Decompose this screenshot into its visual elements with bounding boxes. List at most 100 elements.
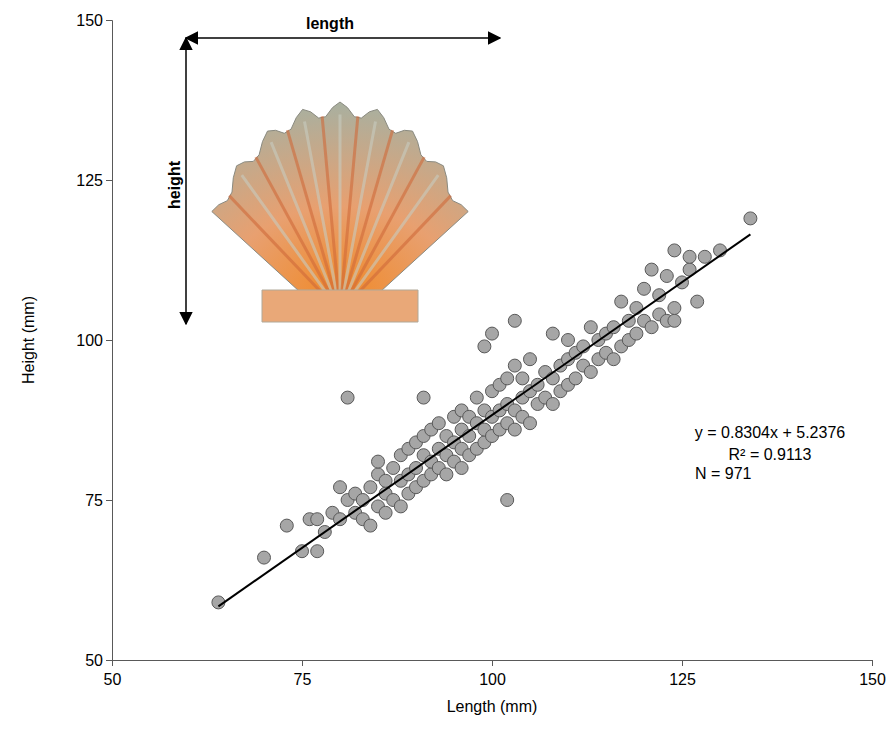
chart: length height 50 75 100 125 150 50 75 100 125 150 Le… [0,0,895,753]
y-tick: 150 [76,12,112,29]
scallop-illustration [186,38,500,324]
x-tick-label: 75 [294,671,312,688]
y-tick-mark [106,340,112,341]
shell-rib [340,142,409,312]
x-tick-label: 125 [669,671,696,688]
scatter-point [698,250,711,263]
y-tick: 50 [85,652,112,669]
y-tick-label: 75 [85,492,103,509]
x-tick: 75 [294,660,312,688]
inset-label: height [166,160,183,209]
x-tick: 150 [859,660,886,688]
x-tick-mark [872,660,873,666]
x-axis-line [113,661,873,667]
scatter-point [334,481,347,494]
scatter-point [516,372,529,385]
scatter-point [417,391,430,404]
scatter-point [546,327,559,340]
scatter-point [364,519,377,532]
shell-rib [322,116,340,312]
y-tick: 125 [76,172,112,189]
scatter-point [508,423,521,436]
scatter-point [524,417,537,430]
scatter-point [691,295,704,308]
y-tick-mark [106,660,112,661]
scatter-point [508,359,521,372]
x-axis: 50 75 100 125 150 [104,660,886,688]
trend-line [218,234,750,606]
x-tick-mark [492,660,493,666]
scatter-point [486,327,499,340]
scatter-point [379,506,392,519]
scatter-point [615,295,628,308]
x-tick-label: 100 [479,671,506,688]
x-axis-title: Length (mm) [447,698,538,715]
scatter-point [258,551,271,564]
scatter-point [668,314,681,327]
x-tick-mark [302,660,303,666]
scatter-point [744,212,757,225]
y-tick-mark [106,20,112,21]
annotation: y = 0.8304x + 5.2376 [695,424,845,441]
scatter-point [311,545,324,558]
scatter-point [508,314,521,327]
y-axis-title: Height (mm) [20,296,37,384]
shell-rib [305,122,340,312]
scatter-point [630,302,643,315]
scatter-point [562,334,575,347]
shell-rib [340,122,375,312]
length-arrow [186,37,500,39]
plot-area [212,212,757,609]
shell-rib [340,157,424,312]
x-tick-label: 150 [859,671,886,688]
height-arrow [185,38,187,324]
scatter-point [638,282,651,295]
scatter-point [394,500,407,513]
scatter-point [645,263,658,276]
shell-ear [262,290,418,322]
scatter-point [683,250,696,263]
scatter-point [280,519,293,532]
y-tick: 100 [76,332,112,349]
y-tick-label: 100 [76,332,103,349]
scatter-point [546,372,559,385]
scatter-point [440,468,453,481]
scatter-point [341,391,354,404]
scatter-point [364,481,377,494]
y-tick-mark [106,180,112,181]
scatter-point [660,270,673,283]
scatter-point [311,513,324,526]
scatter-point [645,321,658,334]
scatter-point [501,372,514,385]
y-tick-label: 150 [76,12,103,29]
y-tick-label: 50 [85,652,103,669]
x-tick-mark [682,660,683,666]
y-axis-line [106,21,113,661]
scatter-point [546,398,559,411]
inset-label: length [306,15,354,32]
x-tick-label: 50 [104,671,122,688]
annotation: R² = 0.9113 [729,446,812,463]
y-tick-label: 125 [76,172,103,189]
x-tick: 100 [479,660,506,688]
scatter-point [668,244,681,257]
scatter-point [470,391,483,404]
scatter-point [455,462,468,475]
scatter-point [372,455,385,468]
y-tick-mark [106,500,112,501]
scatter-point [584,321,597,334]
scatter-point [501,494,514,507]
scatter-point [630,327,643,340]
y-tick: 75 [85,492,112,509]
x-tick: 50 [104,660,122,688]
shell-rib [271,142,340,312]
scatter-point [668,302,681,315]
scatter-point [432,417,445,430]
scatter-point [584,366,597,379]
scatter-point [524,353,537,366]
scatter-point [607,353,620,366]
x-tick: 125 [669,660,696,688]
annotation: N = 971 [695,465,752,482]
scatter-point [569,372,582,385]
scatter-point [478,340,491,353]
